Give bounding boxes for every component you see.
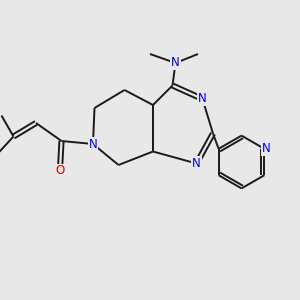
- Text: N: N: [88, 137, 98, 151]
- Text: N: N: [192, 157, 201, 170]
- Text: N: N: [198, 92, 207, 106]
- Text: N: N: [171, 56, 180, 70]
- Text: O: O: [56, 164, 64, 178]
- Text: N: N: [262, 142, 270, 155]
